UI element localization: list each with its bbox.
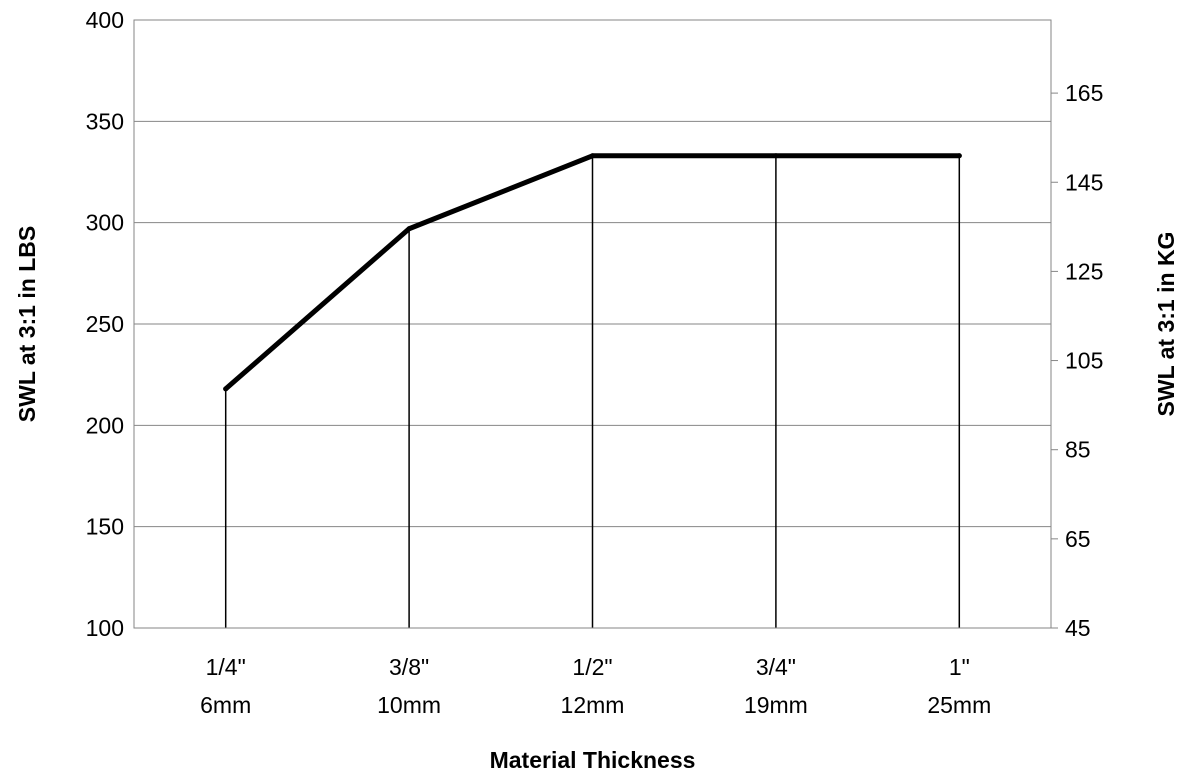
x-axis-tick-labels: 1/4" 6mm 3/8" 10mm 1/2" 12mm 3/4" 19mm 1" 25mm <box>200 654 991 718</box>
y-tick-label: 150 <box>86 514 124 540</box>
data-point <box>590 153 595 159</box>
y2-tick-label: 165 <box>1065 80 1103 106</box>
y2-tick-label: 145 <box>1065 169 1103 195</box>
x-tick-label-inch: 3/8" <box>389 654 429 680</box>
y2-tick-label: 105 <box>1065 348 1103 374</box>
right-axis-tick-labels: 45 65 85 105 125 145 165 <box>1065 80 1103 641</box>
x-tick-label-mm: 25mm <box>927 692 991 718</box>
plot-area <box>133 19 1052 629</box>
data-point <box>223 386 229 392</box>
left-axis-tick-labels: 100 150 200 250 300 350 400 <box>86 7 124 641</box>
data-point <box>773 153 779 159</box>
x-tick-label-mm: 19mm <box>744 692 808 718</box>
x-tick-label-mm: 10mm <box>377 692 441 718</box>
y-tick-label: 350 <box>86 108 124 134</box>
y2-tick-label: 45 <box>1065 615 1091 641</box>
y2-tick-label: 85 <box>1065 437 1091 463</box>
x-tick-label-inch: 3/4" <box>756 654 796 680</box>
series-layer <box>223 153 962 392</box>
data-point <box>406 226 412 232</box>
y-tick-label: 300 <box>86 210 124 236</box>
x-tick-label-inch: 1" <box>949 654 970 680</box>
x-axis-title: Material Thickness <box>490 747 696 773</box>
y2-tick-label: 65 <box>1065 526 1091 552</box>
data-point <box>956 153 962 159</box>
y-tick-label: 250 <box>86 311 124 337</box>
drop-lines <box>224 155 961 628</box>
y-tick-label: 400 <box>86 7 124 33</box>
y-tick-label: 100 <box>86 615 124 641</box>
y-axis-title-left: SWL at 3:1 in LBS <box>14 226 40 422</box>
x-tick-label-inch: 1/4" <box>206 654 246 680</box>
x-tick-label-inch: 1/2" <box>572 654 612 680</box>
y-axis-title-right: SWL at 3:1 in KG <box>1153 232 1179 417</box>
x-tick-label-mm: 6mm <box>200 692 251 718</box>
y-tick-label: 200 <box>86 412 124 438</box>
x-tick-label-mm: 12mm <box>561 692 625 718</box>
right-axis-ticks <box>1051 92 1058 629</box>
y2-tick-label: 125 <box>1065 258 1103 284</box>
